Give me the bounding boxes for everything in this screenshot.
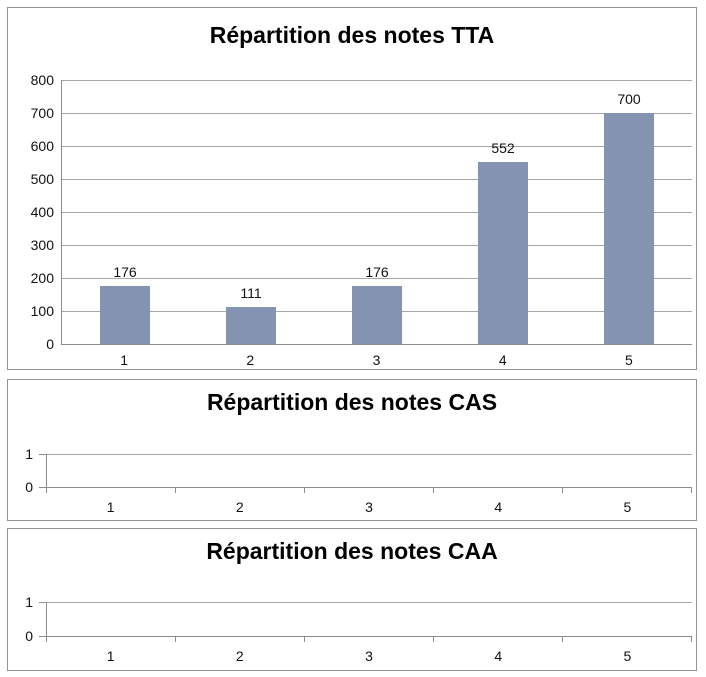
x-axis-labels: 1 2 3 4 5 <box>46 648 692 664</box>
bar-value-label: 552 <box>491 140 515 156</box>
x-axis-labels: 1 2 3 4 5 <box>46 499 692 515</box>
x-axis-label: 3 <box>365 499 373 515</box>
y-axis-label: 1 <box>25 446 33 462</box>
gridline <box>62 212 692 213</box>
bar[interactable] <box>100 286 150 344</box>
x-axis-label: 5 <box>623 499 632 515</box>
y-axis-tick <box>39 602 46 603</box>
y-axis-label: 1 <box>25 594 33 610</box>
chart-plot-area-caa: 0 1 1 2 3 4 5 <box>16 537 692 664</box>
bar-value-label: 111 <box>240 285 262 301</box>
chart-plot-area-tta: 176 111 176 552 700 0 100 200 300 400 500 600 700 800… <box>16 16 692 368</box>
x-axis-tick <box>433 488 434 493</box>
chart-panel-caa-inner: Répartition des notes CAA 0 1 1 2 3 4 5 <box>8 529 696 670</box>
x-axis-label: 4 <box>494 648 503 664</box>
plot-box: 176 111 176 552 700 <box>61 80 692 345</box>
bar[interactable] <box>226 307 276 344</box>
chart-title-caa: Répartition des notes CAA <box>206 538 498 564</box>
bar-value-label: 176 <box>113 264 137 280</box>
y-axis-label: 800 <box>30 72 54 88</box>
gridline <box>62 245 692 246</box>
gridline <box>62 179 692 180</box>
y-axis-label: 600 <box>30 138 54 154</box>
x-axis-tick <box>175 488 176 493</box>
x-axis-label: 5 <box>625 352 633 368</box>
x-axis-tick <box>175 637 176 642</box>
x-axis-label: 1 <box>120 352 128 368</box>
x-axis-label: 4 <box>494 499 503 515</box>
chart-panel-tta-inner: Répartition des notes TTA 176 111 176 552 70… <box>8 8 696 369</box>
bar[interactable] <box>604 113 654 344</box>
x-axis-tick <box>562 488 563 493</box>
x-axis-label: 2 <box>235 648 244 664</box>
x-axis-labels: 1 2 3 4 5 <box>61 352 692 368</box>
x-axis-tick <box>46 488 47 493</box>
bar[interactable] <box>352 286 402 344</box>
chart-panel-tta[interactable]: Répartition des notes TTA 176 111 176 552 70… <box>7 7 697 370</box>
plot-box <box>46 454 692 488</box>
bar-value-label: 700 <box>617 91 641 107</box>
x-axis-label: 5 <box>623 648 632 664</box>
x-axis-label: 3 <box>365 648 373 664</box>
y-axis-tick <box>39 487 46 488</box>
y-axis-tick <box>39 636 46 637</box>
y-axis-label: 0 <box>46 336 54 352</box>
gridline <box>62 146 692 147</box>
x-axis-label: 1 <box>106 499 115 515</box>
y-axis-label: 500 <box>30 171 54 187</box>
chart-panel-caa[interactable]: Répartition des notes CAA 0 1 1 2 3 4 5 <box>7 528 697 671</box>
x-axis-tick <box>562 637 563 642</box>
gridline <box>62 80 692 81</box>
chart-panel-cas[interactable]: Répartition des notes CAS 0 1 1 2 3 4 5 <box>7 379 697 521</box>
y-axis-tick <box>39 454 46 455</box>
gridline <box>62 278 692 279</box>
gridline <box>62 113 692 114</box>
chart-title-cas: Répartition des notes CAS <box>206 389 498 415</box>
x-axis-label: 1 <box>106 648 115 664</box>
x-axis-tick <box>46 637 47 642</box>
plot-box <box>46 602 692 637</box>
gridline <box>47 454 692 455</box>
bar-value-label: 176 <box>365 264 389 280</box>
gridline <box>47 602 692 603</box>
x-axis-label: 4 <box>498 352 507 368</box>
bar[interactable] <box>478 162 528 344</box>
x-axis-tick <box>691 488 692 493</box>
y-axis-label: 0 <box>25 479 33 495</box>
chart-panel-cas-inner: Répartition des notes CAS 0 1 1 2 3 4 5 <box>8 380 696 520</box>
y-axis-label: 100 <box>30 303 54 319</box>
y-axis-label: 700 <box>30 105 54 121</box>
y-axis-label: 0 <box>25 628 33 644</box>
y-axis-label: 200 <box>30 270 54 286</box>
y-axis-label: 400 <box>30 204 54 220</box>
x-axis-tick <box>691 637 692 642</box>
y-axis-label: 300 <box>30 237 54 253</box>
x-axis-tick <box>304 488 305 493</box>
chart-plot-area-cas: 0 1 1 2 3 4 5 <box>16 388 692 515</box>
x-axis-label: 2 <box>235 499 244 515</box>
x-axis-tick <box>433 637 434 642</box>
chart-title-tta: Répartition des notes TTA <box>209 22 495 48</box>
x-axis-tick <box>304 637 305 642</box>
x-axis-label: 2 <box>246 352 255 368</box>
x-axis-label: 3 <box>372 352 381 368</box>
